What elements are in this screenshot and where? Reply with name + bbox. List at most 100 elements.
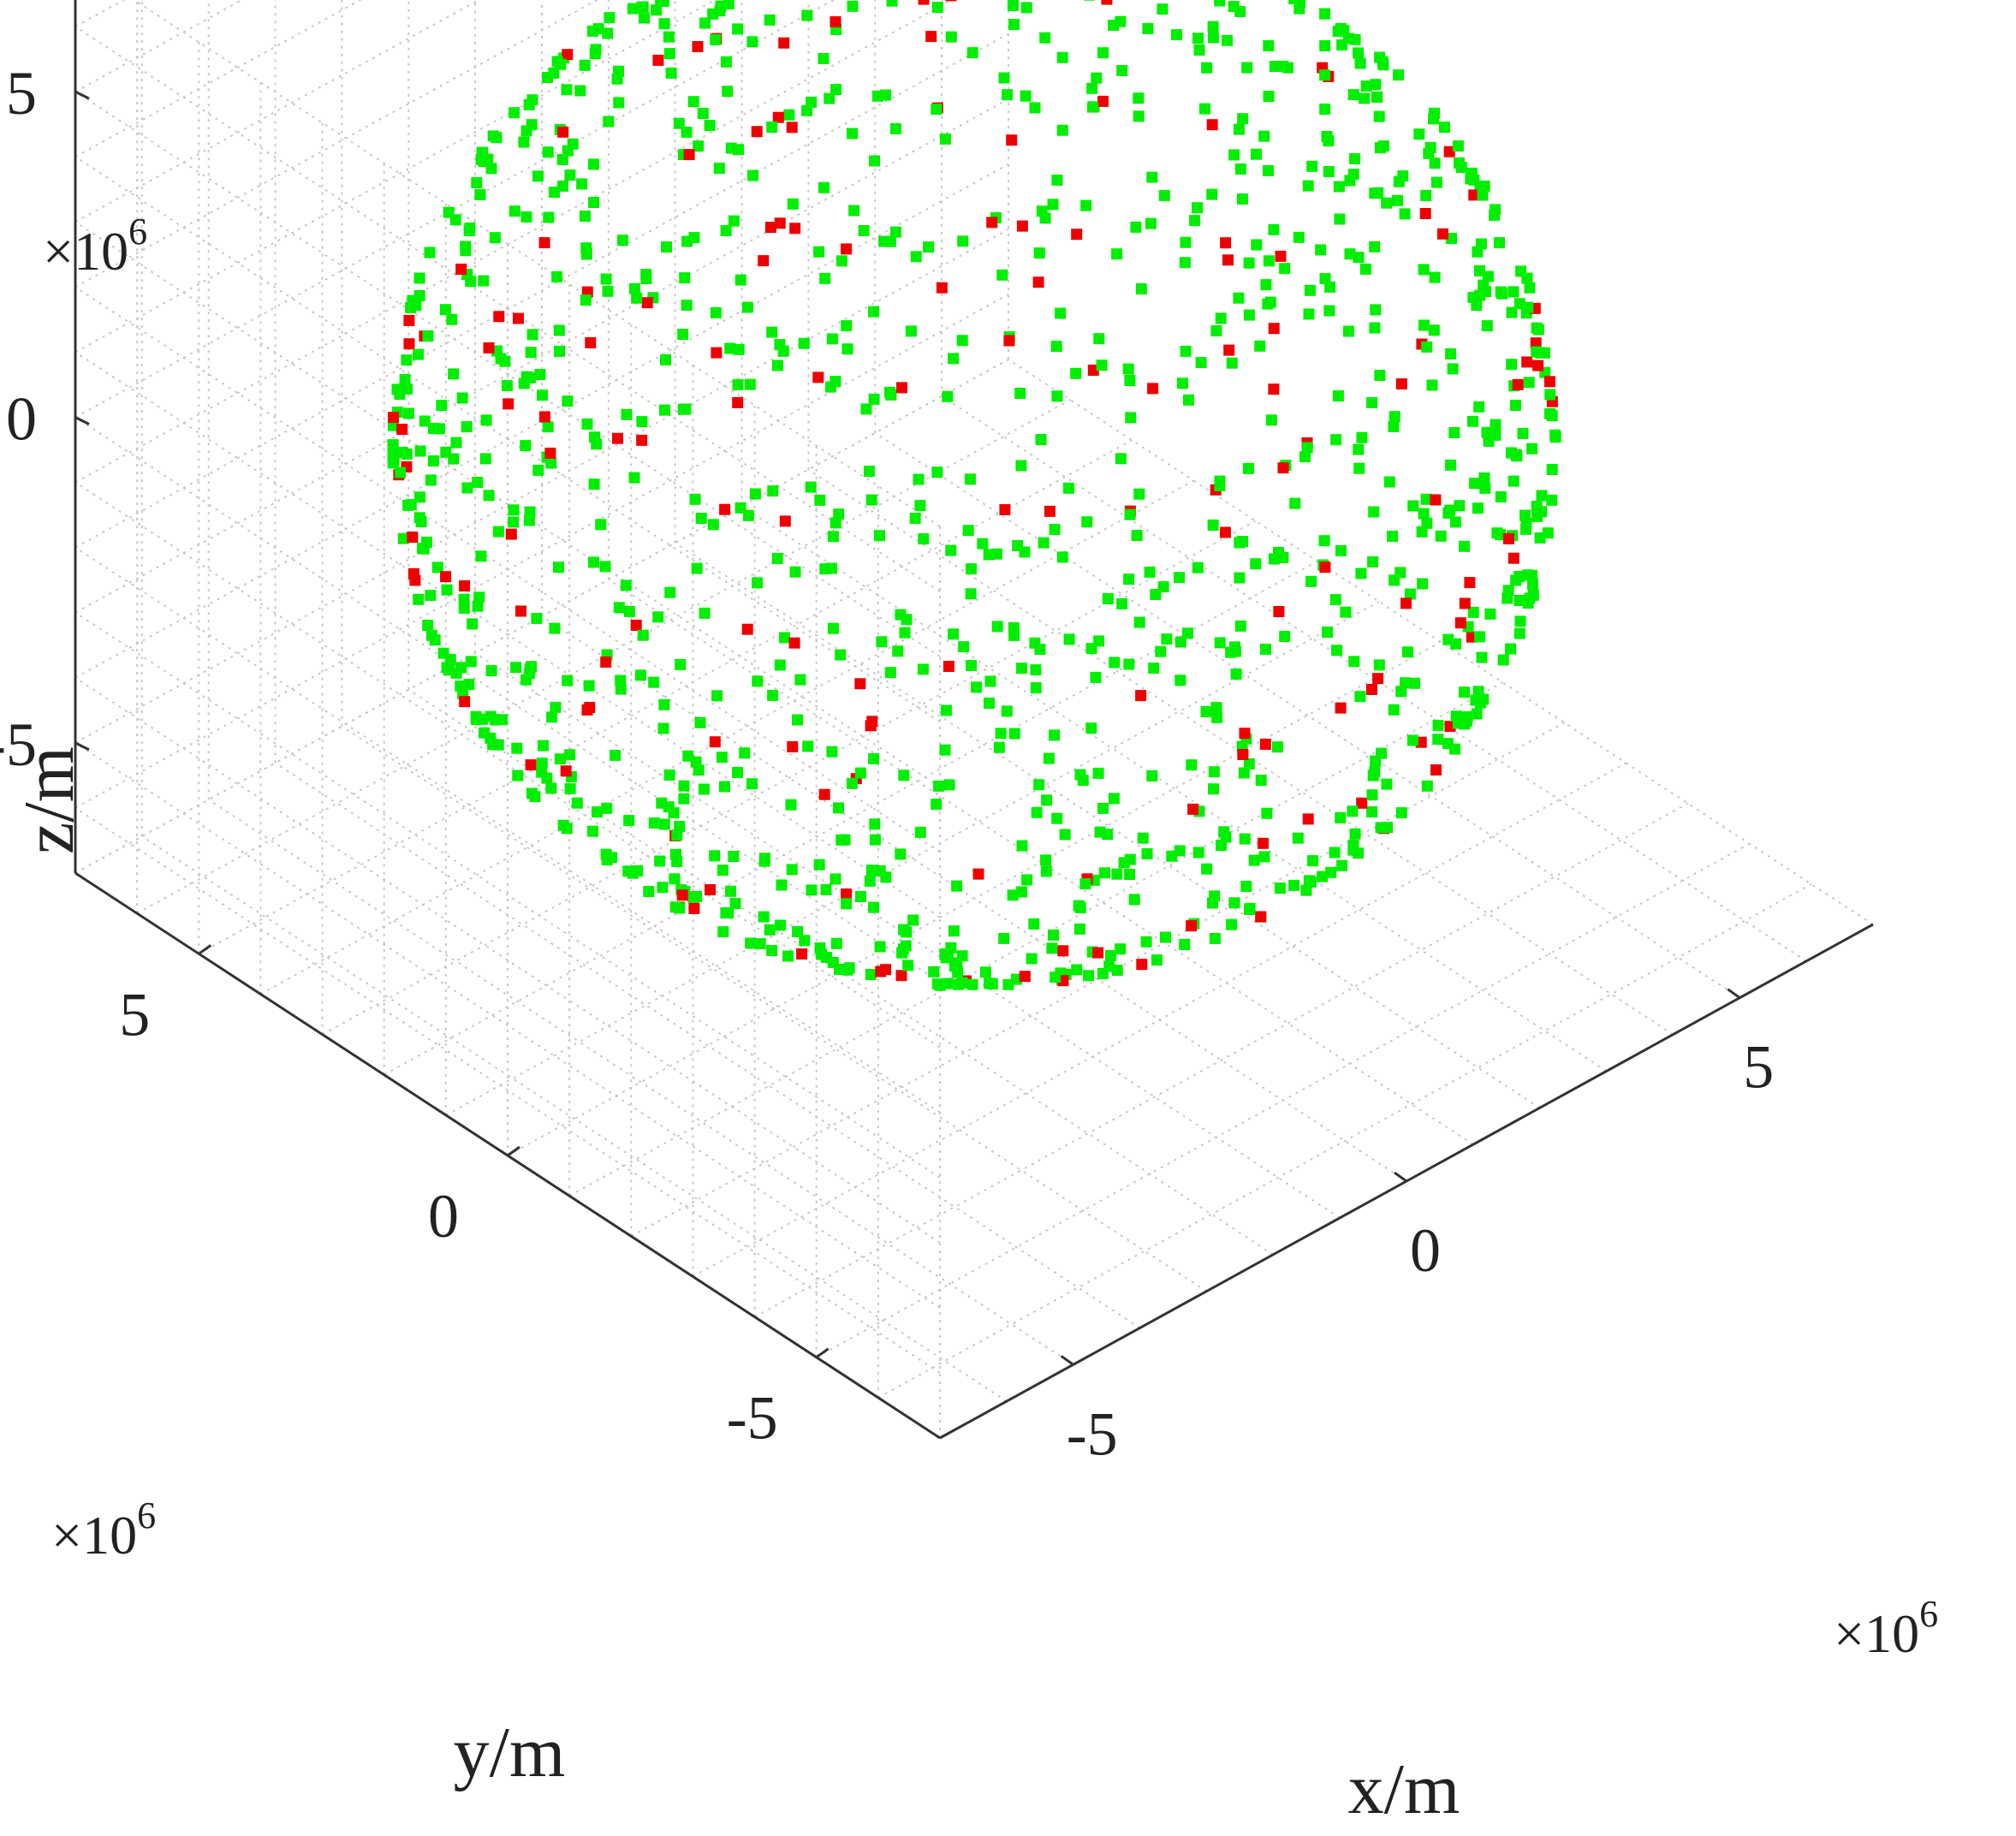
green-data-point bbox=[1355, 567, 1367, 579]
green-data-point bbox=[1349, 33, 1361, 45]
green-data-point bbox=[1002, 89, 1014, 101]
green-data-point bbox=[1207, 520, 1219, 531]
red-data-point bbox=[483, 342, 495, 354]
x-tick bbox=[1394, 1171, 1407, 1183]
green-data-point bbox=[1124, 508, 1136, 520]
red-data-point bbox=[786, 122, 798, 134]
green-data-point bbox=[461, 482, 473, 494]
green-data-point bbox=[1307, 855, 1319, 867]
green-data-point bbox=[424, 247, 436, 258]
y-exponent-label: ×106 bbox=[51, 1494, 156, 1566]
green-data-point bbox=[889, 122, 901, 134]
green-data-point bbox=[1329, 847, 1341, 859]
green-data-point bbox=[826, 333, 838, 345]
green-data-point bbox=[1409, 677, 1420, 689]
green-data-point bbox=[1324, 281, 1336, 293]
green-data-point bbox=[564, 782, 576, 794]
green-data-point bbox=[1128, 894, 1140, 906]
green-data-point bbox=[1220, 831, 1232, 843]
green-data-point bbox=[1248, 854, 1260, 866]
green-data-point bbox=[1073, 923, 1085, 935]
green-data-point bbox=[876, 636, 888, 648]
green-data-point bbox=[656, 797, 668, 809]
green-data-point bbox=[461, 421, 473, 433]
green-data-point bbox=[951, 880, 963, 892]
red-data-point bbox=[560, 765, 572, 777]
red-data-point bbox=[1019, 971, 1031, 983]
y-exponent-power: 6 bbox=[137, 1494, 156, 1536]
y-tick-label: 5 bbox=[119, 980, 150, 1049]
green-data-point bbox=[830, 517, 841, 529]
green-data-point bbox=[764, 924, 776, 936]
green-data-point bbox=[1175, 674, 1186, 686]
red-data-point bbox=[1032, 276, 1044, 288]
green-data-point bbox=[723, 907, 734, 919]
green-data-point bbox=[601, 854, 613, 866]
green-data-point bbox=[1374, 370, 1386, 382]
green-data-point bbox=[1059, 829, 1071, 841]
green-data-point bbox=[966, 660, 977, 671]
green-data-point bbox=[1306, 160, 1318, 172]
green-data-point bbox=[833, 508, 845, 520]
red-data-point bbox=[1275, 250, 1287, 262]
green-data-point bbox=[1115, 453, 1127, 465]
green-data-point bbox=[413, 512, 425, 524]
green-data-point bbox=[387, 439, 399, 451]
x-exponent-base: ×10 bbox=[1834, 1603, 1919, 1664]
grid-line bbox=[741, 505, 1608, 1072]
green-data-point bbox=[1175, 636, 1186, 648]
green-data-point bbox=[1448, 427, 1460, 438]
green-data-point bbox=[1234, 163, 1246, 175]
green-data-point bbox=[1371, 91, 1383, 103]
red-data-point bbox=[503, 398, 514, 410]
green-data-point bbox=[864, 875, 876, 887]
green-data-point bbox=[1418, 319, 1430, 331]
green-data-point bbox=[1421, 780, 1433, 792]
green-data-point bbox=[1519, 509, 1531, 521]
green-data-point bbox=[1389, 411, 1400, 423]
green-data-point bbox=[792, 926, 804, 937]
green-data-point bbox=[674, 821, 686, 832]
green-data-point bbox=[1260, 279, 1272, 291]
green-data-point bbox=[1509, 400, 1521, 411]
green-data-point bbox=[1471, 708, 1483, 720]
green-data-point bbox=[896, 947, 908, 959]
green-data-point bbox=[413, 593, 425, 605]
green-data-point bbox=[1505, 643, 1517, 655]
green-data-point bbox=[1051, 390, 1063, 402]
green-data-point bbox=[1008, 728, 1020, 740]
green-data-point bbox=[860, 403, 872, 415]
green-data-point bbox=[1206, 188, 1218, 200]
red-data-point bbox=[1187, 803, 1199, 815]
green-data-point bbox=[865, 865, 877, 876]
green-data-point bbox=[1263, 255, 1275, 267]
red-data-point bbox=[1530, 337, 1542, 349]
green-data-point bbox=[984, 698, 995, 709]
green-data-point bbox=[1155, 645, 1167, 657]
green-data-point bbox=[1354, 57, 1366, 69]
green-data-point bbox=[1546, 410, 1558, 422]
green-data-point bbox=[818, 52, 830, 64]
green-data-point bbox=[1174, 845, 1186, 857]
green-data-point bbox=[1192, 33, 1204, 45]
green-data-point bbox=[657, 882, 669, 894]
red-data-point bbox=[1468, 189, 1480, 201]
green-data-point bbox=[1319, 273, 1331, 284]
green-data-point bbox=[718, 781, 730, 793]
green-data-point bbox=[802, 740, 814, 752]
green-data-point bbox=[628, 472, 640, 484]
green-data-point bbox=[520, 440, 532, 452]
red-data-point bbox=[1443, 146, 1455, 157]
green-data-point bbox=[1315, 244, 1327, 256]
green-data-point bbox=[799, 935, 811, 947]
green-data-point bbox=[1513, 595, 1525, 606]
green-data-point bbox=[1321, 131, 1333, 142]
green-data-point bbox=[884, 386, 895, 398]
green-data-point bbox=[892, 645, 904, 657]
green-data-point bbox=[943, 779, 955, 791]
green-data-point bbox=[1506, 306, 1518, 318]
green-data-point bbox=[439, 304, 451, 316]
green-data-point bbox=[1033, 247, 1045, 259]
green-data-point bbox=[1465, 173, 1477, 185]
green-data-point bbox=[868, 752, 880, 764]
